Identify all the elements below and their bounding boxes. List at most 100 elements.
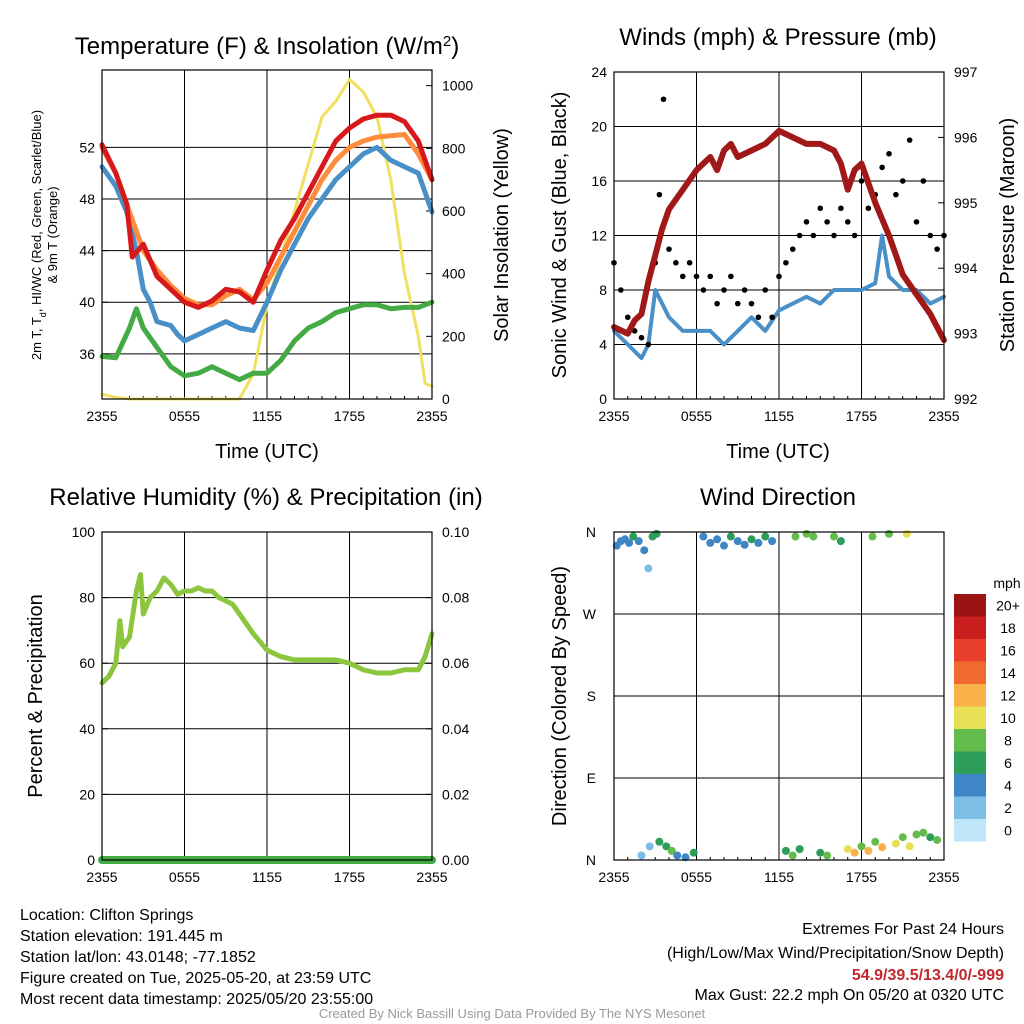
y-axis-label: Percent & Precipitation xyxy=(25,594,47,797)
direction-point xyxy=(768,537,777,546)
direction-point xyxy=(891,839,900,848)
right-tick-label: 600 xyxy=(442,203,466,219)
gust-point xyxy=(748,300,755,307)
gust-point xyxy=(934,246,940,252)
series-line-green xyxy=(99,299,435,383)
left-tick-label: 0 xyxy=(87,852,95,868)
direction-point xyxy=(864,846,873,855)
left-tick-label: 8 xyxy=(599,282,607,298)
panel-title: Winds (mph) & Pressure (mb) xyxy=(619,24,936,51)
x-tick-label: 2355 xyxy=(598,408,629,424)
gust-point xyxy=(666,246,672,252)
left-tick-label: 24 xyxy=(591,64,607,80)
gust-point xyxy=(783,259,789,266)
direction-point xyxy=(905,842,914,851)
left-tick-label: 80 xyxy=(79,590,95,606)
station-info: Location: Clifton Springs Station elevat… xyxy=(20,905,373,1010)
y-axis-label: Direction (Colored By Speed) xyxy=(549,566,571,826)
max-gust-text: Max Gust: 22.2 mph On 05/20 at 0320 UTC xyxy=(694,987,1005,1004)
colorbar-title: mph xyxy=(993,575,1020,591)
direction-point xyxy=(655,837,664,846)
direction-point xyxy=(667,846,676,855)
colorbar-label: 0 xyxy=(1004,822,1012,838)
x-tick-label: 2355 xyxy=(928,408,959,424)
colorbar-swatch xyxy=(954,706,986,729)
right-tick-label: 0.00 xyxy=(442,852,469,868)
direction-point xyxy=(662,842,671,851)
gust-point xyxy=(844,219,851,225)
x-tick-label: 1755 xyxy=(334,408,365,424)
direction-point xyxy=(830,532,838,541)
extremes-info: Extremes For Past 24 Hours (High/Low/Max… xyxy=(667,918,1004,1006)
right-tick-label: 400 xyxy=(442,266,466,282)
gust-point xyxy=(618,287,624,293)
gust-point xyxy=(679,273,686,280)
direction-point xyxy=(645,842,654,851)
colorbar-swatch xyxy=(954,819,986,842)
gust-point xyxy=(899,178,906,184)
gust-point xyxy=(838,205,844,212)
colorbar-label: 10 xyxy=(1000,710,1016,726)
gust-point xyxy=(755,314,762,321)
created-text: Figure created on Tue, 2025-05-20, at 23… xyxy=(20,970,372,987)
direction-point xyxy=(706,538,715,547)
direction-point xyxy=(644,564,653,573)
direction-point xyxy=(902,529,911,538)
left-tick-label: 4 xyxy=(599,337,607,353)
direction-point xyxy=(795,845,804,854)
plot-frame xyxy=(101,531,433,861)
direction-point xyxy=(640,546,649,555)
direction-point xyxy=(788,851,797,860)
direction-point xyxy=(823,851,832,860)
panel-title: Wind Direction xyxy=(700,484,856,511)
left-tick-label: 48 xyxy=(79,191,95,207)
temperature-insolation-panel: Temperature (F) & Insolation (W/m2) 2m T… xyxy=(29,33,513,464)
gust-point xyxy=(817,205,824,212)
gust-point xyxy=(762,287,769,293)
wind-direction-panel: Wind Direction Direction (Colored By Spe… xyxy=(549,484,1021,885)
right-tick-label: 1000 xyxy=(442,78,473,94)
gust-point xyxy=(796,232,803,239)
y-axis-label-line2: & 9m T (Orange) xyxy=(45,186,60,283)
left-tick-label: N xyxy=(586,524,596,540)
gust-point xyxy=(700,287,707,293)
colorbar-label: 18 xyxy=(1000,620,1016,636)
x-tick-label: 1155 xyxy=(252,408,282,424)
x-tick-label: 0555 xyxy=(681,869,712,885)
direction-point xyxy=(781,846,790,855)
plot-frame xyxy=(613,71,945,400)
gust-point xyxy=(824,219,830,225)
direction-point xyxy=(857,842,866,851)
humidity-precip-panel: Relative Humidity (%) & Precipitation (i… xyxy=(25,484,483,885)
colorbar-label: 6 xyxy=(1004,755,1012,771)
direction-point xyxy=(652,529,661,538)
right-tick-label: 200 xyxy=(442,328,466,344)
gust-point xyxy=(858,178,865,184)
gust-point xyxy=(734,300,741,307)
right-tick-label: 0.10 xyxy=(442,524,469,540)
direction-point xyxy=(761,532,770,541)
right-tick-label: 995 xyxy=(954,195,978,211)
colorbar-swatch xyxy=(954,594,986,617)
gust-point xyxy=(831,232,837,239)
gust-point xyxy=(865,205,872,212)
y-axis-label: Sonic Wind & Gust (Blue, Black) xyxy=(549,92,571,379)
direction-point xyxy=(836,537,845,546)
direction-point xyxy=(791,532,800,541)
left-tick-label: 52 xyxy=(79,139,95,155)
left-tick-label: 40 xyxy=(79,721,95,737)
colorbar-swatch xyxy=(954,751,986,774)
x-tick-label: 2355 xyxy=(598,869,629,885)
extremes-subtitle: (High/Low/Max Wind/Precipitation/Snow De… xyxy=(666,945,1004,962)
credit-text: Created By Nick Bassill Using Data Provi… xyxy=(318,1006,706,1021)
series-line-blue xyxy=(99,144,435,344)
right-tick-label: 996 xyxy=(954,129,978,145)
x-tick-label: 2355 xyxy=(416,408,447,424)
x-tick-label: 0555 xyxy=(169,408,200,424)
left-tick-label: 12 xyxy=(591,228,607,244)
direction-point xyxy=(816,848,825,857)
panel-title: Temperature (F) & Insolation (W/m2) xyxy=(75,33,459,61)
left-tick-label: 20 xyxy=(591,119,607,135)
x-tick-label: 1155 xyxy=(764,408,794,424)
right-tick-label: 0.04 xyxy=(442,721,469,737)
